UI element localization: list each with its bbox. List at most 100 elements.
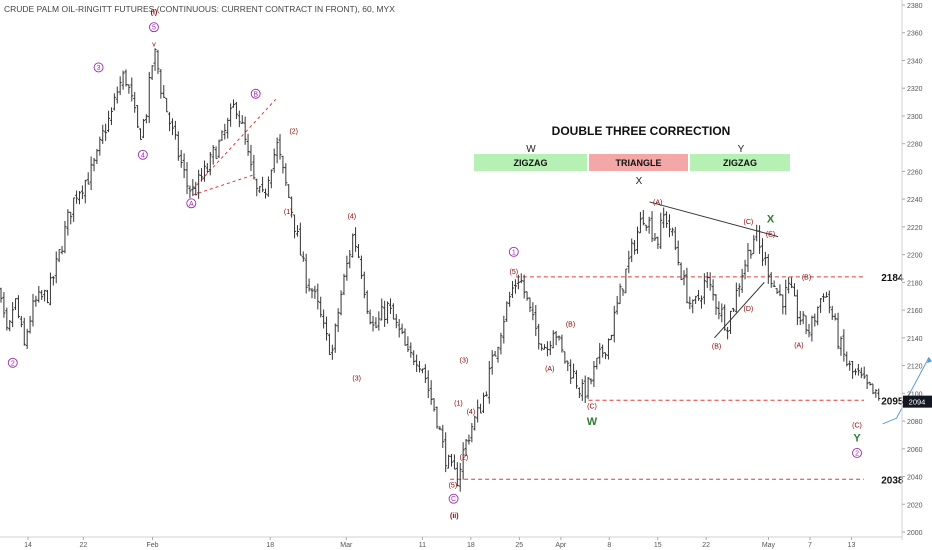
ohlc-bar (801, 311, 805, 325)
ohlc-bar (574, 370, 578, 389)
ohlc-bar (452, 454, 456, 470)
wave-label-text: Y (853, 433, 861, 445)
ohlc-bar (0, 287, 3, 303)
ohlc-bar (699, 295, 703, 309)
ohlc-bar (179, 149, 183, 168)
x-tick-label: May (762, 542, 776, 549)
ohlc-bar (688, 296, 692, 310)
ohlc-bar (220, 130, 224, 141)
ohlc-bar (423, 364, 427, 384)
wave-label: (1) (284, 209, 293, 216)
ohlc-bar (499, 332, 503, 355)
ohlc-bar (287, 184, 291, 198)
wave-label-text: (4) (467, 409, 476, 416)
wave-label: (B) (802, 274, 811, 281)
ohlc-bar (667, 214, 671, 238)
ohlc-bar (420, 368, 424, 374)
level-label-2095: 2095 (881, 396, 904, 407)
ohlc-bar (763, 251, 767, 266)
ohlc-bar (28, 315, 32, 334)
ohlc-bar (223, 123, 227, 140)
ohlc-bar (734, 282, 738, 313)
wedge-upper-line (192, 98, 277, 190)
ohlc-bar (577, 387, 581, 399)
projection-line (882, 357, 930, 425)
ohlc-bar (592, 361, 596, 387)
ohlc-bar (583, 375, 587, 403)
ohlc-bar (412, 350, 416, 366)
ohlc-bar (839, 336, 843, 356)
wave-label: (A) (545, 366, 554, 373)
ohlc-bar (493, 350, 497, 357)
x-tick-label: 14 (24, 542, 32, 549)
ohlc-bar (11, 302, 15, 328)
x-tick-label: 25 (515, 542, 523, 549)
ohlc-bar (551, 330, 555, 349)
wave-label-circle (7, 357, 18, 368)
ohlc-bar (368, 309, 372, 325)
ohlc-bar (685, 267, 689, 304)
ohlc-bar (139, 128, 143, 140)
ohlc-bar (467, 434, 471, 445)
wave-label-text: (B) (802, 274, 811, 281)
ohlc-bar (819, 297, 823, 313)
ohlc-bar (795, 289, 799, 326)
ohlc-bar (429, 380, 433, 405)
wave-label-text: (E) (766, 231, 775, 238)
ohlc-bar (301, 251, 305, 262)
ohlc-bar (827, 290, 831, 314)
wave-label-text: 2 (855, 450, 859, 457)
x-tick-label: 15 (654, 542, 662, 549)
ohlc-bar (612, 305, 616, 343)
ohlc-bar (188, 185, 192, 199)
ohlc-bar (409, 342, 413, 358)
ohlc-bar (31, 293, 35, 327)
wave-label-text: (i) (151, 9, 158, 16)
ohlc-bar (316, 283, 320, 310)
wave-label-text: v (152, 41, 156, 48)
ohlc-bar (641, 209, 645, 226)
wave-label-text: (A) (545, 366, 554, 373)
wave-label: (B) (566, 321, 575, 328)
wave-label: 5 (148, 22, 159, 33)
ohlc-bar (336, 308, 340, 333)
ohlc-bar (537, 323, 541, 350)
wave-label-text: (1) (454, 401, 463, 408)
ohlc-bar (653, 232, 657, 241)
wave-label-circle (186, 198, 197, 209)
ohlc-bar (569, 359, 573, 384)
ohlc-bar (278, 134, 282, 160)
ohlc-bar (351, 233, 355, 258)
y-tick-label: 2040 (907, 475, 923, 482)
wave-label-text: (D) (744, 306, 754, 313)
ohlc-bar (790, 277, 794, 289)
ohlc-bar (263, 188, 267, 199)
x-tick-label: 22 (79, 542, 87, 549)
ohlc-bar (740, 268, 744, 293)
ohlc-bar (644, 224, 648, 231)
y-tick-label: 2020 (907, 502, 923, 509)
ohlc-bar (57, 249, 61, 263)
wave-labels: 1 2 3 4 5 (i) v B A (2) (1) (4) (3) (5) C (ii) (2) (1) (3)… (7, 9, 862, 520)
ohlc-bar (702, 273, 706, 305)
ohlc-bar (118, 76, 122, 95)
ohlc-bar (170, 118, 174, 136)
ohlc-bar (484, 391, 488, 397)
ohlc-bar (636, 226, 640, 254)
ohlc-bar (766, 254, 770, 284)
ohlc-bar (720, 303, 724, 323)
wave-label-text: (C) (852, 423, 862, 430)
ohlc-bar (98, 136, 102, 156)
ohlc-bar (185, 161, 189, 195)
ohlc-bar (176, 131, 180, 161)
ohlc-bar (153, 48, 157, 71)
wave-label: 2 (7, 357, 18, 368)
ohlc-bar (479, 403, 483, 414)
ohlc-bar (345, 255, 349, 281)
ohlc-bar (807, 323, 811, 338)
ohlc-bar (342, 273, 346, 296)
ohlc-bar (662, 207, 666, 229)
ohlc-bar (769, 272, 773, 288)
wave-label: B (250, 88, 261, 99)
wave-label-circle (250, 88, 261, 99)
